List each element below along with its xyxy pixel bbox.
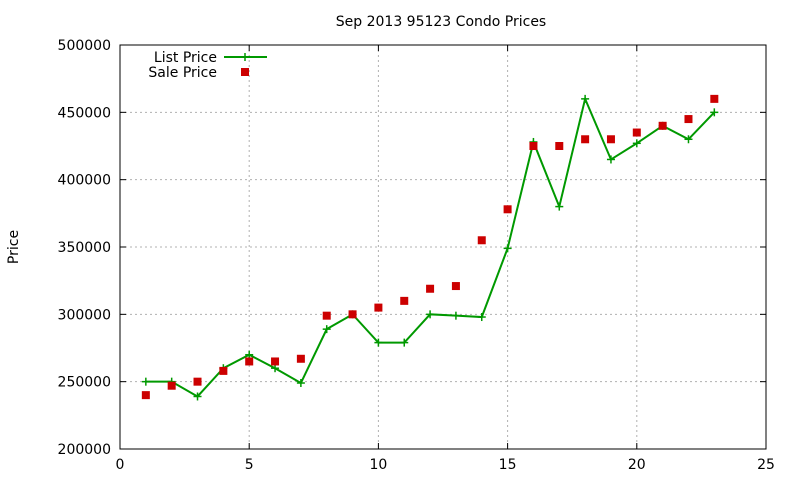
sale-price-point <box>271 357 280 366</box>
list-price-point <box>581 94 590 103</box>
sale-price-point <box>374 303 383 312</box>
x-tick-label: 15 <box>499 457 517 473</box>
list-price-line <box>145 95 716 398</box>
sale-price-point <box>141 391 150 400</box>
y-tick-label: 300000 <box>58 307 111 323</box>
sale-price-point <box>451 282 460 291</box>
grid-lines <box>120 45 766 449</box>
list-price-point <box>426 310 435 319</box>
sale-price-point <box>348 310 357 319</box>
sale-price-point <box>503 205 512 214</box>
y-tick-label: 500000 <box>58 38 111 54</box>
sale-price-point <box>400 296 409 305</box>
y-tick-label: 400000 <box>58 173 111 189</box>
sale-price-point <box>606 135 615 144</box>
y-tick-label: 350000 <box>58 240 111 256</box>
legend-swatch-marker <box>241 68 249 76</box>
list-price-point <box>141 377 150 386</box>
x-tick-label: 20 <box>628 457 646 473</box>
sale-price-point <box>632 128 641 137</box>
list-price-point <box>451 311 460 320</box>
list-price-point <box>555 202 564 211</box>
list-price-point <box>710 108 719 117</box>
legend-label: Sale Price <box>148 65 217 81</box>
sale-price-point <box>477 236 486 245</box>
list-price-point <box>193 392 202 401</box>
y-axis-title: Price <box>6 230 22 264</box>
list-price-point <box>322 325 331 334</box>
list-price-point <box>271 364 280 373</box>
series-layer <box>141 94 719 401</box>
series-sale-price <box>141 94 719 400</box>
list-price-point <box>374 338 383 347</box>
x-tick-label: 5 <box>245 457 254 473</box>
y-tick-label: 250000 <box>58 375 111 391</box>
series-list-price <box>141 94 719 401</box>
plot-area-border <box>119 44 767 450</box>
legend-swatch-marker <box>241 53 249 61</box>
list-price-point <box>245 350 254 359</box>
list-price-point <box>296 379 305 388</box>
sale-price-point <box>658 121 667 130</box>
chart-title: Sep 2013 95123 Condo Prices <box>336 14 546 30</box>
sale-price-point <box>555 142 564 150</box>
sale-price-point <box>426 284 435 293</box>
sale-price-point <box>296 354 305 363</box>
sale-price-point <box>581 135 590 144</box>
sale-price-point <box>684 115 693 124</box>
y-tick-label: 200000 <box>58 442 111 458</box>
legend-label: List Price <box>154 50 217 66</box>
list-price-point <box>477 313 486 322</box>
y-tick-label: 450000 <box>58 105 111 121</box>
x-tick-label: 10 <box>369 457 387 473</box>
x-tick-label: 0 <box>116 457 125 473</box>
list-price-point <box>503 244 512 253</box>
x-tick-label: 25 <box>757 457 775 473</box>
list-price-point <box>684 135 693 144</box>
list-price-point <box>632 139 641 148</box>
sale-price-point <box>710 94 719 103</box>
sale-price-point <box>219 366 228 375</box>
list-price-point <box>400 338 409 347</box>
sale-price-point <box>193 377 202 386</box>
sale-price-point <box>167 381 176 390</box>
sale-price-point <box>245 357 254 366</box>
tick-labels: 200000 250000 300000 350000 400000 450000 5000… <box>58 38 775 473</box>
sale-price-point <box>529 142 538 150</box>
list-price-point <box>606 155 615 164</box>
sale-price-point <box>322 311 331 320</box>
